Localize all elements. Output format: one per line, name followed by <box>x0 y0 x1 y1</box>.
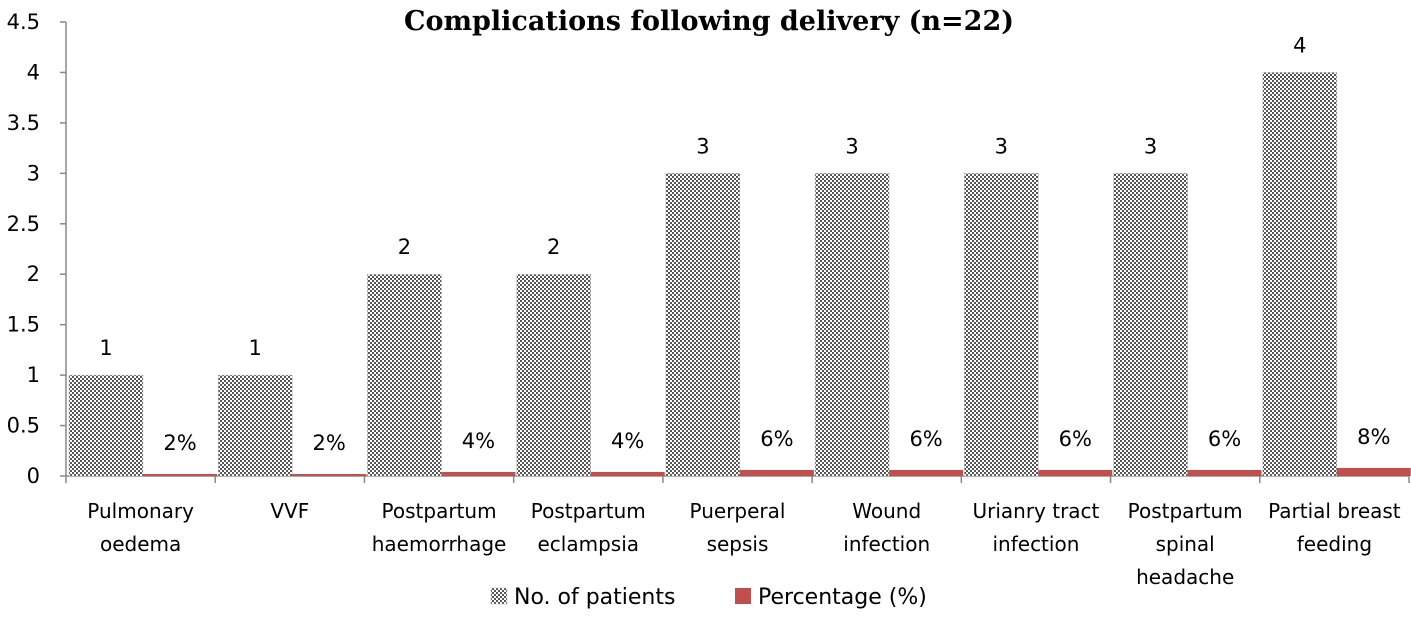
x-category-label: eclampsia <box>538 532 640 556</box>
x-category-label: sepsis <box>707 532 769 556</box>
x-category-label: Postpartum <box>1128 499 1243 523</box>
y-tick-label: 3.5 <box>7 111 40 135</box>
bar-percentage <box>1187 469 1262 476</box>
data-label-percentage: 6% <box>1208 427 1241 451</box>
data-label-no-of-patients: 3 <box>1144 134 1157 158</box>
data-label-percentage: 8% <box>1357 425 1390 449</box>
bar-percentage <box>1038 469 1113 476</box>
bar-no-of-patients <box>814 173 890 477</box>
x-category-label: headache <box>1136 565 1234 589</box>
x-category-label: Postpartum <box>382 499 497 523</box>
bar-no-of-patients <box>68 374 144 477</box>
data-label-percentage: 2% <box>313 431 346 455</box>
bar-percentage <box>739 469 814 476</box>
data-label-percentage: 2% <box>163 431 196 455</box>
bar-no-of-patients <box>1113 173 1188 477</box>
bar-percentage <box>889 469 964 476</box>
y-tick-label: 2 <box>27 262 40 286</box>
legend-swatch-no-of-patients <box>490 587 508 605</box>
labels: 1 2% Pulmonary oedema 1 2% VVF 2 4% Postpartum hae… <box>87 33 1401 589</box>
x-category-label: Puerperal <box>690 499 786 523</box>
x-category-label: Postpartum <box>531 499 646 523</box>
bar-no-of-patients <box>665 173 741 477</box>
y-tick-label: 4.5 <box>7 10 40 34</box>
bar-no-of-patients <box>217 374 293 477</box>
x-category-label: spinal <box>1156 532 1215 556</box>
x-category-label: feeding <box>1297 532 1372 556</box>
legend-swatch-percentage <box>735 588 751 604</box>
x-category-label: oedema <box>100 532 181 556</box>
x-category-label: Wound <box>852 499 921 523</box>
y-tick-label: 3 <box>27 161 40 185</box>
x-category-label: infection <box>992 532 1079 556</box>
x-category-label: VVF <box>270 499 309 523</box>
x-category-label: haemorrhage <box>372 532 507 556</box>
legend-label-no-of-patients: No. of patients <box>514 585 675 610</box>
data-label-no-of-patients: 1 <box>99 336 112 360</box>
bar-percentage <box>1336 467 1411 476</box>
bar-no-of-patients <box>1262 72 1338 477</box>
y-tick-label: 1 <box>27 363 40 387</box>
bar-percentage <box>441 471 516 476</box>
bar-percentage <box>590 471 665 476</box>
data-label-percentage: 6% <box>1059 427 1092 451</box>
data-label-no-of-patients: 1 <box>249 336 262 360</box>
bar-no-of-patients <box>964 173 1039 477</box>
legend: No. of patients Percentage (%) <box>490 585 927 610</box>
data-label-percentage: 4% <box>611 429 644 453</box>
bar-percentage <box>292 473 367 476</box>
y-tick-label: 4 <box>27 60 40 84</box>
y-tick-label: 0.5 <box>7 414 40 438</box>
legend-label-percentage: Percentage (%) <box>758 585 927 610</box>
data-label-percentage: 6% <box>760 427 793 451</box>
x-category-label: Pulmonary <box>87 499 194 523</box>
data-label-no-of-patients: 3 <box>845 134 858 158</box>
data-label-no-of-patients: 2 <box>398 235 411 259</box>
bar-no-of-patients <box>516 273 591 477</box>
data-label-no-of-patients: 3 <box>995 134 1008 158</box>
bars <box>68 72 1411 477</box>
x-category-label: infection <box>843 532 930 556</box>
data-label-percentage: 6% <box>909 427 942 451</box>
bar-percentage <box>143 473 217 476</box>
chart-title: Complications following delivery (n=22) <box>404 6 1014 37</box>
bar-no-of-patients <box>367 273 442 477</box>
y-tick-label: 2.5 <box>7 212 40 236</box>
data-label-no-of-patients: 2 <box>547 235 560 259</box>
data-label-no-of-patients: 3 <box>696 134 709 158</box>
y-tick-label: 0 <box>27 464 40 488</box>
data-label-percentage: 4% <box>462 429 495 453</box>
x-category-label: Partial breast <box>1268 499 1401 523</box>
data-label-no-of-patients: 4 <box>1293 33 1306 57</box>
y-tick-label: 1.5 <box>7 313 40 337</box>
x-category-label: Urianry tract <box>972 499 1099 523</box>
